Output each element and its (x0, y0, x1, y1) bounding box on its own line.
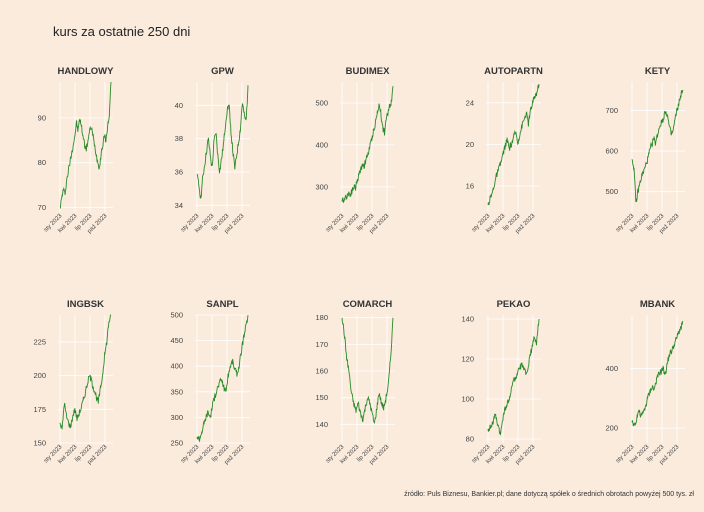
panel-title: BUDIMEX (346, 66, 390, 77)
y-tick-label: 200 (605, 424, 618, 433)
panel-title: MBANK (640, 299, 675, 310)
price-line (196, 314, 249, 443)
y-tick-label: 180 (315, 313, 328, 322)
y-tick-label: 450 (170, 336, 183, 345)
y-tick-label: 120 (461, 355, 474, 364)
y-tick-label: 90 (38, 113, 46, 122)
price-line (631, 89, 684, 203)
y-tick-label: 500 (605, 187, 618, 196)
y-tick-label: 200 (33, 371, 46, 380)
y-tick-label: 40 (175, 101, 183, 110)
price-line (487, 84, 540, 206)
y-tick-label: 600 (605, 147, 618, 156)
y-tick-label: 140 (315, 420, 328, 429)
y-tick-label: 80 (38, 158, 46, 167)
y-tick-label: 24 (466, 98, 474, 107)
y-tick-label: 400 (170, 362, 183, 371)
y-tick-label: 160 (315, 367, 328, 376)
y-tick-label: 20 (466, 140, 474, 149)
price-line (341, 317, 394, 425)
price-line (59, 314, 112, 430)
panel-title: PEKAO (497, 299, 531, 310)
y-tick-label: 700 (605, 106, 618, 115)
y-tick-label: 350 (170, 387, 183, 396)
panel-title: GPW (211, 66, 234, 77)
y-tick-label: 150 (315, 393, 328, 402)
panel-title: KETY (645, 66, 671, 77)
y-tick-label: 38 (175, 134, 183, 143)
price-line (631, 320, 684, 427)
page-title: kurs za ostatnie 250 dni (53, 24, 191, 39)
y-tick-label: 70 (38, 203, 46, 212)
y-tick-label: 150 (33, 439, 46, 448)
y-tick-label: 500 (170, 311, 183, 320)
price-line (59, 81, 112, 209)
y-tick-label: 400 (315, 140, 328, 149)
y-tick-label: 250 (170, 439, 183, 448)
y-tick-label: 400 (605, 364, 618, 373)
y-tick-label: 36 (175, 168, 183, 177)
price-line (196, 85, 249, 199)
y-tick-label: 170 (315, 340, 328, 349)
panel-title: COMARCH (343, 299, 393, 310)
y-tick-label: 175 (33, 405, 46, 414)
y-tick-label: 500 (315, 98, 328, 107)
y-tick-label: 300 (170, 413, 183, 422)
panel-title: AUTOPARTN (484, 66, 543, 77)
source-footnote: źródło: Puls Biznesu, Bankier.pl; dane d… (404, 491, 694, 498)
price-line (341, 86, 394, 203)
panel-title: HANDLOWY (58, 66, 115, 77)
y-tick-label: 225 (33, 337, 46, 346)
y-tick-label: 80 (466, 435, 474, 444)
y-tick-label: 300 (315, 182, 328, 191)
panel-title: SANPL (206, 299, 238, 310)
price-line (487, 318, 540, 436)
y-tick-label: 140 (461, 315, 474, 324)
y-tick-label: 34 (175, 201, 183, 210)
panel-title: INGBSK (67, 299, 104, 310)
y-tick-label: 16 (466, 182, 474, 191)
y-tick-label: 100 (461, 395, 474, 404)
